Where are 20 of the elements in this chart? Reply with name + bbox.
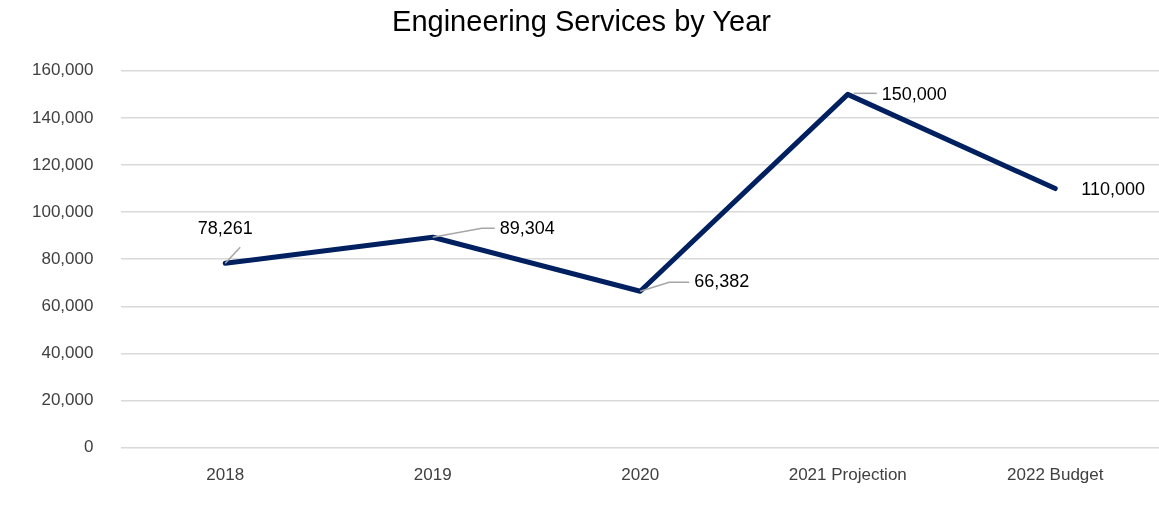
x-tick-label: 2018 [206, 465, 245, 485]
data-label: 66,382 [694, 271, 750, 292]
y-tick-label: 40,000 [41, 343, 94, 363]
y-tick-label: 160,000 [32, 60, 94, 80]
data-label: 89,304 [499, 218, 555, 239]
x-tick-label: 2022 Budget [1007, 465, 1104, 485]
data-label: 78,261 [197, 218, 253, 239]
y-tick-label: 100,000 [32, 201, 94, 221]
x-tick-label: 2019 [413, 465, 452, 485]
data-label: 150,000 [881, 84, 947, 105]
y-tick-label: 0 [83, 437, 94, 457]
y-tick-label: 120,000 [32, 154, 94, 174]
y-tick-label: 80,000 [41, 248, 94, 268]
data-label: 110,000 [1081, 178, 1145, 199]
x-tick-label: 2020 [621, 465, 660, 485]
y-tick-label: 140,000 [32, 107, 94, 127]
x-tick-label: 2021 Projection [788, 465, 907, 485]
y-tick-label: 20,000 [41, 390, 94, 410]
y-tick-label: 60,000 [41, 295, 94, 315]
chart-title: Engineering Services by Year [392, 5, 772, 38]
